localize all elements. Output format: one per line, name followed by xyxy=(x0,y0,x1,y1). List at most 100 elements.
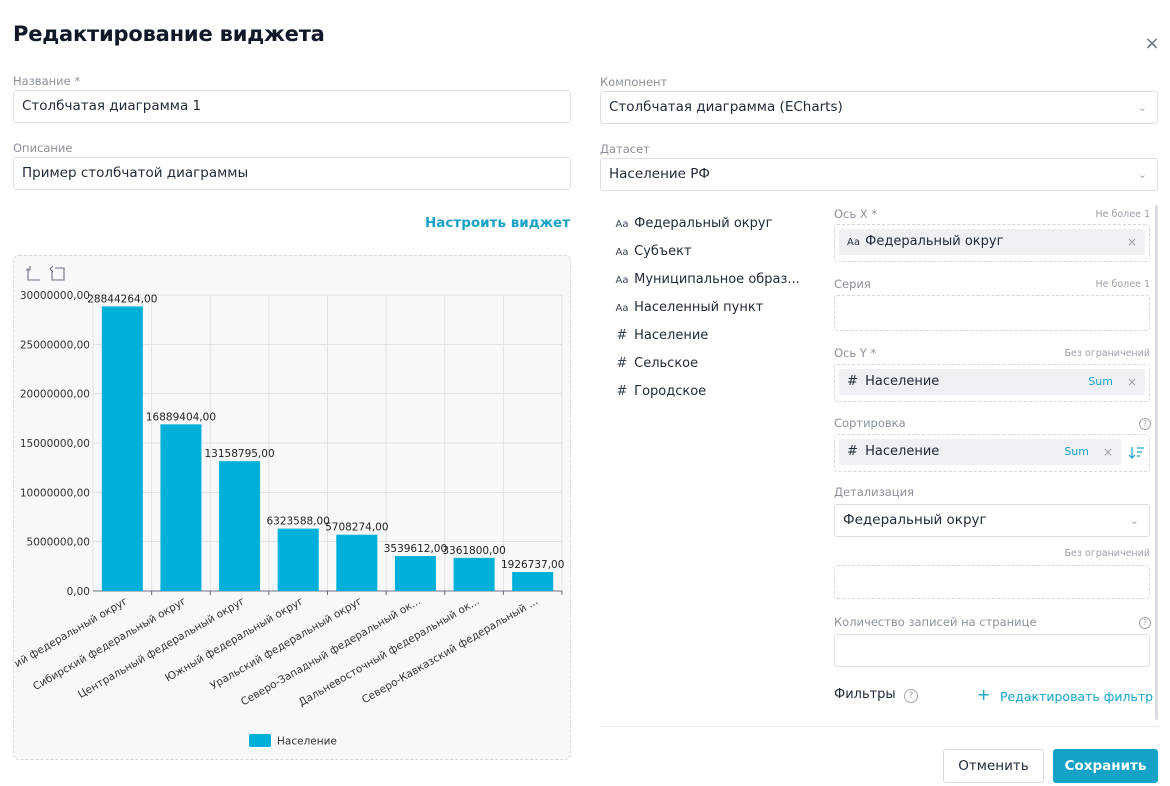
y-tick-label: 5000000,00 xyxy=(27,537,90,549)
chevron-down-icon: ⌄ xyxy=(1129,514,1139,527)
chevron-down-icon: ⌄ xyxy=(1137,168,1147,181)
detail-hint: Без ограничений xyxy=(1064,548,1151,559)
series-dropzone[interactable] xyxy=(834,295,1150,331)
sort-label: Сортировка xyxy=(834,416,906,430)
dataset-label: Датасет xyxy=(600,142,650,156)
bar xyxy=(160,424,202,591)
y-axis-label: Ось Y * xyxy=(834,346,877,360)
text-type-icon: Aa xyxy=(847,237,860,248)
page-size-input[interactable] xyxy=(834,634,1150,667)
number-type-icon: # xyxy=(847,444,858,459)
save-button[interactable]: Сохранить xyxy=(1053,749,1158,783)
close-icon[interactable]: × xyxy=(1144,33,1160,54)
data-label: 3539612,00 xyxy=(384,543,447,555)
x-axis-label: Ось X * xyxy=(834,207,878,221)
chip-label: Федеральный округ xyxy=(865,234,1004,249)
data-label: 13158795,00 xyxy=(204,448,274,460)
legend-label: Население xyxy=(277,736,337,748)
y-axis-chip[interactable]: # Население Sum × xyxy=(839,369,1145,395)
field-item-settlement[interactable]: Aa Населенный пункт xyxy=(614,296,814,324)
y-tick-label: 0,00 xyxy=(67,586,90,598)
number-type-icon: # xyxy=(847,374,858,389)
field-item-subject[interactable]: Aa Субъект xyxy=(614,240,814,268)
sort-chip[interactable]: # Население Sum × xyxy=(839,439,1121,465)
data-label: 16889404,00 xyxy=(146,411,216,423)
bar xyxy=(453,557,495,591)
bar xyxy=(219,461,261,591)
data-label: 1926737,00 xyxy=(501,559,564,571)
aggregation-sum[interactable]: Sum xyxy=(1088,375,1113,388)
field-label: Субъект xyxy=(634,244,692,259)
text-type-icon: Aa xyxy=(615,303,629,314)
help-icon[interactable]: ? xyxy=(904,689,918,703)
panel-scrollbar[interactable] xyxy=(1155,205,1158,720)
sort-direction-icon[interactable] xyxy=(1129,446,1145,460)
series-label: Серия xyxy=(834,277,871,291)
field-item-rural[interactable]: # Сельское xyxy=(614,352,814,380)
bar xyxy=(101,306,143,591)
x-axis-dropzone[interactable]: Aa Федеральный округ × xyxy=(834,224,1150,262)
help-icon[interactable]: ? xyxy=(1139,418,1151,430)
zoom-icon[interactable] xyxy=(26,266,40,281)
field-item-municipality[interactable]: Aa Муниципальное образ... xyxy=(614,268,814,296)
description-label: Описание xyxy=(13,141,73,155)
number-type-icon: # xyxy=(616,328,628,343)
chart-preview: 0,00 5000000,00 10000000,00 15000000,00 2000… xyxy=(13,255,571,760)
field-item-population[interactable]: # Население xyxy=(614,324,814,352)
field-label: Населенный пункт xyxy=(634,300,764,315)
configure-widget-link[interactable]: Настроить виджет xyxy=(425,215,571,231)
y-axis-dropzone[interactable]: # Население Sum × xyxy=(834,364,1150,402)
number-type-icon: # xyxy=(616,384,628,399)
y-axis-hint: Без ограничений xyxy=(1064,348,1151,359)
field-item-federal-district[interactable]: Aa Федеральный округ xyxy=(614,212,814,240)
y-tick-label: 25000000,00 xyxy=(20,339,90,351)
component-select[interactable]: Столбчатая диаграмма (ECharts) ⌄ xyxy=(600,91,1158,124)
dialog-title: Редактирование виджета xyxy=(13,22,325,46)
field-label: Сельское xyxy=(634,356,699,371)
remove-icon[interactable]: × xyxy=(1102,445,1113,459)
description-input[interactable]: Пример столбчатой диаграммы xyxy=(13,157,571,190)
plus-icon[interactable]: + xyxy=(977,685,991,704)
text-type-icon: Aa xyxy=(615,219,629,230)
field-label: Муниципальное образ... xyxy=(634,272,800,287)
help-icon[interactable]: ? xyxy=(1139,617,1151,629)
edit-filter-link[interactable]: Редактировать фильтр xyxy=(1000,689,1154,704)
field-label: Население xyxy=(634,328,709,343)
filters-label: Фильтры xyxy=(834,687,896,702)
detail-dropzone[interactable] xyxy=(834,565,1150,599)
footer-divider xyxy=(600,726,1158,727)
dataset-field-list: Aa Федеральный округ Aa Субъект Aa Муниц… xyxy=(614,212,814,408)
sort-dropzone[interactable]: # Население Sum × xyxy=(834,434,1150,472)
remove-icon[interactable]: × xyxy=(1126,375,1137,389)
y-tick-label: 20000000,00 xyxy=(20,389,90,401)
data-label: 6323588,00 xyxy=(266,516,329,528)
data-label: 5708274,00 xyxy=(325,522,388,534)
bar xyxy=(336,534,378,591)
dataset-select[interactable]: Население РФ ⌄ xyxy=(600,158,1158,191)
zoom-reset-icon[interactable] xyxy=(49,265,65,281)
y-tick-label: 15000000,00 xyxy=(20,438,90,450)
x-axis-chip[interactable]: Aa Федеральный округ × xyxy=(839,229,1145,255)
bar xyxy=(394,556,436,591)
series-hint: Не более 1 xyxy=(1095,279,1150,290)
cancel-button[interactable]: Отменить xyxy=(943,749,1044,783)
aggregation-sum[interactable]: Sum xyxy=(1064,445,1089,458)
field-label: Федеральный округ xyxy=(634,216,773,231)
name-input[interactable]: Столбчатая диаграмма 1 xyxy=(13,90,571,123)
bar xyxy=(512,571,554,591)
chip-label: Население xyxy=(865,374,940,389)
field-item-urban[interactable]: # Городское xyxy=(614,380,814,408)
remove-icon[interactable]: × xyxy=(1126,235,1137,249)
legend-swatch xyxy=(249,734,271,747)
page-size-label: Количество записей на странице xyxy=(834,615,1037,629)
y-tick-label: 10000000,00 xyxy=(20,487,90,499)
y-tick-label: 30000000,00 xyxy=(20,290,90,302)
bar-chart: 0,00 5000000,00 10000000,00 15000000,00 2000… xyxy=(14,265,564,748)
field-label: Городское xyxy=(634,384,707,399)
chevron-down-icon: ⌄ xyxy=(1137,101,1147,114)
chip-label: Население xyxy=(865,444,940,459)
component-select-value: Столбчатая диаграмма (ECharts) xyxy=(609,99,843,115)
detail-select[interactable]: Федеральный округ ⌄ xyxy=(834,504,1150,537)
data-label: 3361800,00 xyxy=(442,545,505,557)
detail-select-value: Федеральный округ xyxy=(843,512,987,528)
